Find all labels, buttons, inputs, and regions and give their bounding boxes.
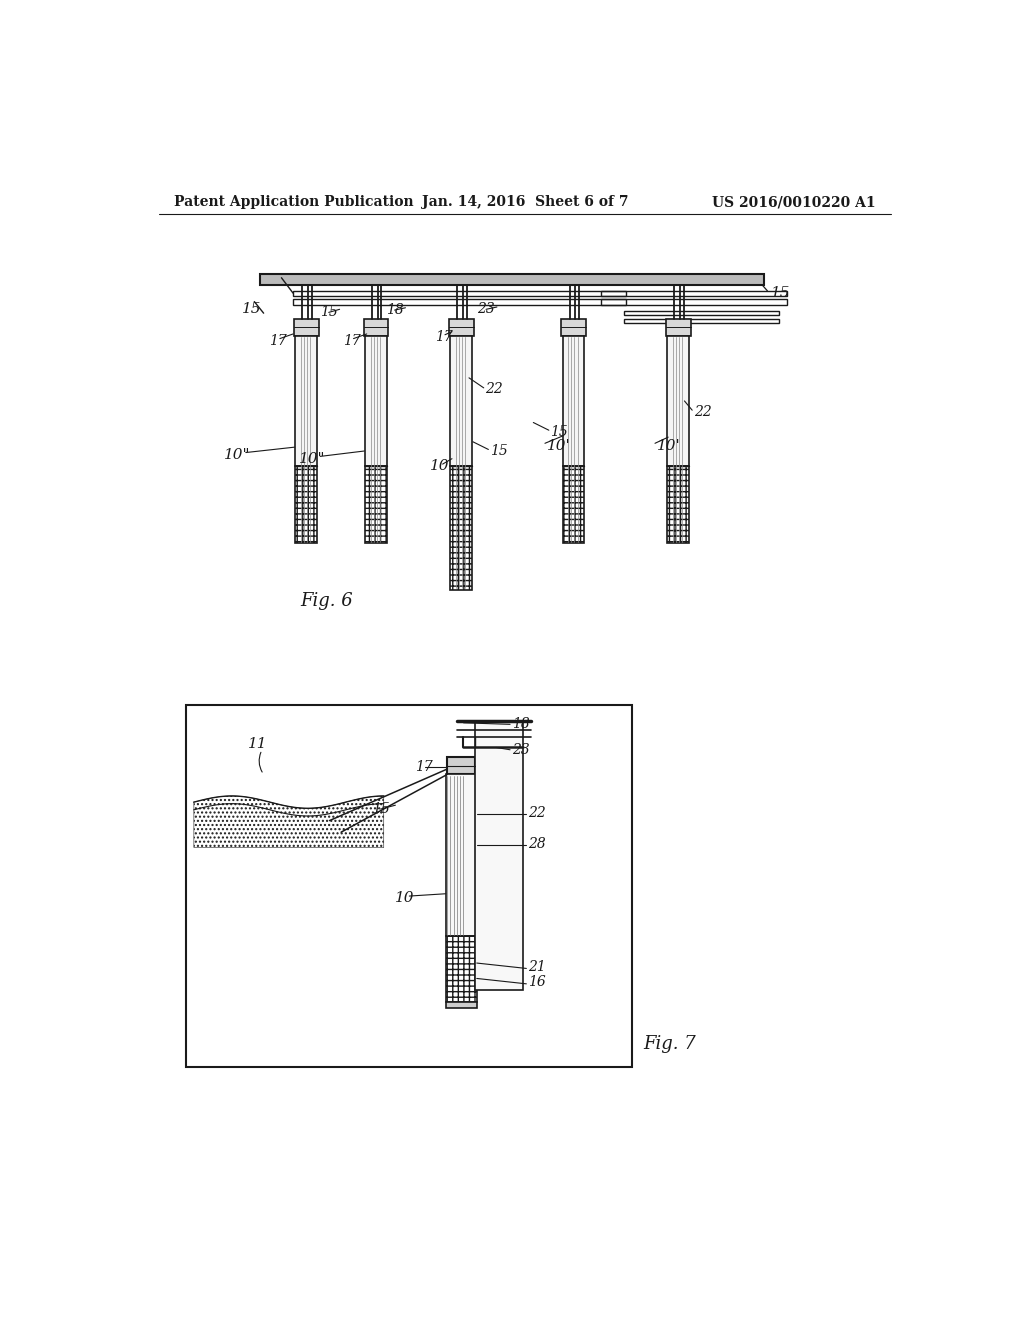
Text: 23: 23 xyxy=(512,743,529,756)
Text: 22: 22 xyxy=(693,405,712,420)
Bar xyxy=(561,318,586,335)
Text: 21: 21 xyxy=(528,960,546,974)
Text: 15: 15 xyxy=(489,444,508,458)
Bar xyxy=(563,466,585,544)
Text: 11: 11 xyxy=(248,737,267,751)
Bar xyxy=(445,1002,477,1007)
Bar xyxy=(445,936,477,1002)
Bar xyxy=(451,335,472,466)
Text: 22: 22 xyxy=(485,383,503,396)
Bar xyxy=(451,466,472,590)
Bar xyxy=(293,300,627,305)
Bar xyxy=(366,466,387,544)
Bar xyxy=(260,275,764,285)
Text: 17: 17 xyxy=(415,760,432,774)
Text: 15: 15 xyxy=(242,301,261,315)
Bar xyxy=(364,318,388,335)
Bar xyxy=(666,318,690,335)
Text: 10': 10' xyxy=(547,438,570,453)
Text: 15: 15 xyxy=(550,425,568,438)
Text: 17: 17 xyxy=(343,334,361,348)
Bar xyxy=(293,290,627,296)
Text: Fig. 7: Fig. 7 xyxy=(643,1035,696,1053)
Text: 15: 15 xyxy=(771,286,791,300)
Bar xyxy=(447,758,475,775)
Text: 10: 10 xyxy=(395,891,415,904)
Bar xyxy=(668,466,689,544)
Text: US 2016/0010220 A1: US 2016/0010220 A1 xyxy=(713,195,876,210)
Text: 10: 10 xyxy=(430,459,450,474)
Bar xyxy=(668,335,689,466)
Text: 22: 22 xyxy=(528,807,546,820)
Bar xyxy=(563,335,585,466)
Text: Patent Application Publication: Patent Application Publication xyxy=(174,195,414,210)
Text: 10": 10" xyxy=(224,447,251,462)
Text: 18: 18 xyxy=(386,304,403,317)
Bar xyxy=(601,300,786,305)
Bar xyxy=(294,318,318,335)
Bar xyxy=(624,312,779,315)
Text: 15: 15 xyxy=(372,803,390,816)
Bar xyxy=(445,775,477,936)
Bar xyxy=(475,721,523,990)
Text: 18: 18 xyxy=(512,717,529,730)
Text: 23: 23 xyxy=(477,302,495,317)
Text: 16: 16 xyxy=(528,975,546,989)
Bar xyxy=(624,318,779,323)
Text: Jan. 14, 2016  Sheet 6 of 7: Jan. 14, 2016 Sheet 6 of 7 xyxy=(422,195,628,210)
Text: 17: 17 xyxy=(269,334,287,348)
Bar xyxy=(601,290,786,296)
Bar xyxy=(186,705,632,1067)
Text: 10': 10' xyxy=(656,438,680,453)
Text: 17: 17 xyxy=(435,330,453,345)
Bar xyxy=(449,318,474,335)
Bar xyxy=(295,335,317,466)
Text: 15: 15 xyxy=(321,305,338,319)
Bar xyxy=(295,466,317,544)
Text: 10": 10" xyxy=(299,451,325,466)
Text: 28: 28 xyxy=(528,837,546,850)
Bar xyxy=(366,335,387,466)
Text: Fig. 6: Fig. 6 xyxy=(300,593,353,610)
